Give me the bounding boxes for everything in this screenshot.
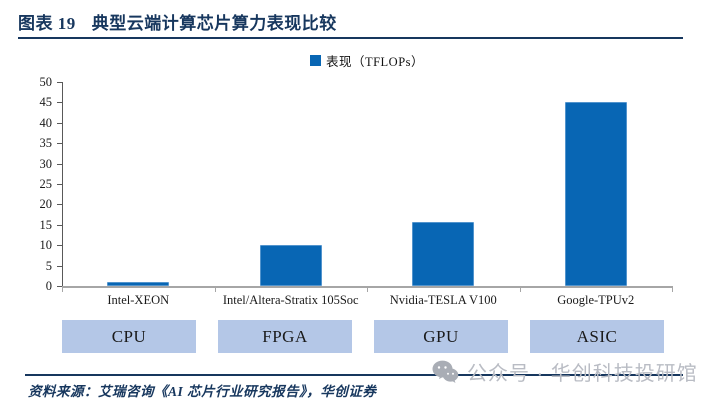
x-axis-category-label: Google-TPUv2 bbox=[557, 293, 635, 307]
figure-label: 图表 19 bbox=[18, 14, 76, 33]
y-axis-tick-label: 35 bbox=[39, 136, 53, 151]
source-note: 资料来源：艾瑞咨询《AI 芯片行业研究报告》，华创证券 bbox=[28, 384, 377, 399]
x-axis-tick-mark bbox=[519, 286, 521, 292]
y-axis-tick-mark bbox=[57, 122, 62, 124]
page-title: 典型云端计算芯片算力表现比较 bbox=[91, 14, 337, 33]
y-axis-tick-mark bbox=[57, 204, 62, 206]
source-divider-line bbox=[25, 374, 683, 376]
y-axis-tick-label: 50 bbox=[39, 75, 53, 89]
y-axis-tick-label: 20 bbox=[39, 197, 53, 212]
x-axis-category-label: Intel-XEON bbox=[107, 293, 170, 307]
y-axis-tick-mark bbox=[57, 143, 62, 145]
x-axis-category-label: Nvidia-TESLA V100 bbox=[389, 293, 497, 307]
y-axis-tick-label: 25 bbox=[39, 177, 53, 191]
watermark: 公众号 · 华创科技投研馆 bbox=[432, 357, 698, 386]
y-axis-tick-label: 10 bbox=[39, 238, 53, 253]
bar-intel-altera-stratix-105soc bbox=[259, 245, 322, 286]
chip-type-box-gpu: GPU bbox=[374, 320, 508, 353]
y-axis-tick-label: 0 bbox=[45, 279, 52, 293]
y-axis-tick-mark bbox=[57, 184, 62, 185]
x-axis-tick-mark bbox=[672, 286, 674, 292]
y-axis-tick-mark bbox=[57, 265, 62, 267]
bar-intel-xeon bbox=[107, 281, 170, 286]
y-axis-tick-mark bbox=[57, 82, 62, 83]
x-axis-tick-mark bbox=[214, 286, 216, 292]
chart-legend: 表现（TFLOPs） bbox=[62, 52, 672, 69]
legend-label: 表现（TFLOPs） bbox=[325, 54, 425, 69]
y-axis-tick-label: 15 bbox=[39, 217, 53, 232]
legend-swatch-icon bbox=[309, 54, 321, 66]
y-axis-tick-mark bbox=[57, 102, 62, 104]
y-axis-tick-mark bbox=[57, 224, 62, 226]
chip-type-box-cpu: CPU bbox=[62, 320, 196, 353]
figure-title: 图表 19 典型云端计算芯片算力表现比较 bbox=[18, 9, 337, 34]
chip-type-box-asic: ASIC bbox=[530, 320, 664, 353]
x-axis-tick-mark bbox=[62, 286, 64, 292]
chip-type-box-fpga: FPGA bbox=[218, 320, 352, 353]
title-underline-divider bbox=[18, 37, 683, 40]
y-axis-tick-mark bbox=[57, 286, 62, 287]
y-axis-tick-label: 40 bbox=[39, 115, 53, 130]
y-axis-line bbox=[62, 82, 64, 286]
y-axis-tick-mark bbox=[57, 163, 62, 165]
wechat-icon bbox=[432, 360, 459, 383]
y-axis-tick-label: 45 bbox=[39, 95, 53, 110]
x-axis-category-label: Intel/Altera-Stratix 105Soc bbox=[222, 293, 359, 307]
bar-nvidia-tesla-v100 bbox=[412, 221, 475, 286]
y-axis-tick-label: 30 bbox=[39, 156, 53, 171]
bar-google-tpuv2 bbox=[564, 102, 627, 286]
watermark-text: 公众号 · 华创科技投研馆 bbox=[467, 363, 698, 385]
x-axis-tick-mark bbox=[367, 286, 369, 292]
y-axis-tick-label: 5 bbox=[45, 258, 52, 273]
y-axis-tick-mark bbox=[57, 245, 62, 247]
